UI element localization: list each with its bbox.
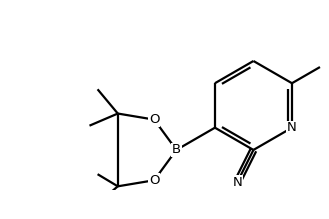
Text: B: B xyxy=(172,143,181,156)
Text: N: N xyxy=(232,176,242,189)
Text: N: N xyxy=(287,121,297,134)
Text: O: O xyxy=(149,113,160,126)
Text: O: O xyxy=(149,174,160,187)
